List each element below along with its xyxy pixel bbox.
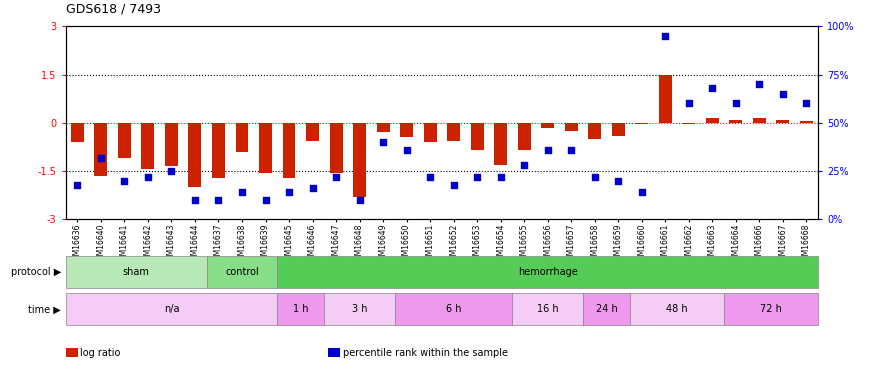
Bar [212, 123, 225, 177]
Bar [706, 118, 718, 123]
Bar [730, 120, 742, 123]
Text: percentile rank within the sample: percentile rank within the sample [343, 348, 508, 357]
Bar [94, 123, 108, 176]
Text: hemorrhage: hemorrhage [518, 267, 578, 277]
Bar [518, 123, 530, 150]
Point [564, 147, 578, 153]
Point [800, 100, 814, 106]
Point [634, 189, 648, 195]
Bar [259, 123, 272, 173]
Bar [424, 123, 437, 142]
Bar [800, 121, 813, 123]
Bar [376, 123, 389, 132]
Point [729, 100, 743, 106]
Point [705, 85, 719, 91]
Text: n/a: n/a [164, 304, 179, 314]
Point [329, 174, 343, 180]
Point [470, 174, 484, 180]
Point [305, 186, 319, 192]
Point [212, 197, 226, 203]
Point [70, 182, 84, 188]
Bar [188, 123, 201, 187]
Point [752, 81, 766, 87]
Point [235, 189, 249, 195]
Point [376, 139, 390, 145]
Bar [659, 75, 672, 123]
Point [94, 154, 108, 160]
Bar [494, 123, 507, 165]
Bar [400, 123, 413, 137]
Bar [752, 118, 766, 123]
Point [258, 197, 272, 203]
Bar [447, 123, 460, 141]
Text: 72 h: 72 h [760, 304, 782, 314]
Bar [306, 123, 319, 141]
Text: log ratio: log ratio [80, 348, 121, 357]
Text: sham: sham [123, 267, 150, 277]
Point [164, 168, 178, 174]
Bar [635, 123, 648, 124]
Bar [165, 123, 178, 166]
Point [282, 189, 296, 195]
Bar [682, 123, 696, 124]
Bar [471, 123, 484, 150]
Text: 48 h: 48 h [666, 304, 688, 314]
Point [658, 33, 672, 39]
Bar [588, 123, 601, 139]
Bar [118, 123, 131, 158]
Point [141, 174, 155, 180]
Text: 1 h: 1 h [293, 304, 309, 314]
Bar [776, 120, 789, 123]
Text: 3 h: 3 h [352, 304, 367, 314]
Point [682, 100, 696, 106]
Bar [71, 123, 84, 142]
Point [612, 178, 626, 184]
Text: protocol ▶: protocol ▶ [11, 267, 61, 277]
Bar [354, 123, 366, 197]
Point [517, 162, 531, 168]
Bar [542, 123, 554, 128]
Bar [142, 123, 154, 170]
Point [424, 174, 438, 180]
Point [117, 178, 131, 184]
Bar [564, 123, 578, 131]
Bar [612, 123, 625, 136]
Point [588, 174, 602, 180]
Text: 24 h: 24 h [596, 304, 618, 314]
Text: 6 h: 6 h [446, 304, 461, 314]
Text: control: control [225, 267, 259, 277]
Text: 16 h: 16 h [537, 304, 558, 314]
Point [353, 197, 367, 203]
Bar [235, 123, 248, 152]
Text: time ▶: time ▶ [29, 304, 61, 314]
Point [776, 91, 790, 97]
Point [493, 174, 507, 180]
Text: GDS618 / 7493: GDS618 / 7493 [66, 2, 161, 15]
Point [188, 197, 202, 203]
Bar [283, 123, 296, 177]
Point [400, 147, 414, 153]
Point [446, 182, 460, 188]
Point [541, 147, 555, 153]
Bar [330, 123, 342, 173]
